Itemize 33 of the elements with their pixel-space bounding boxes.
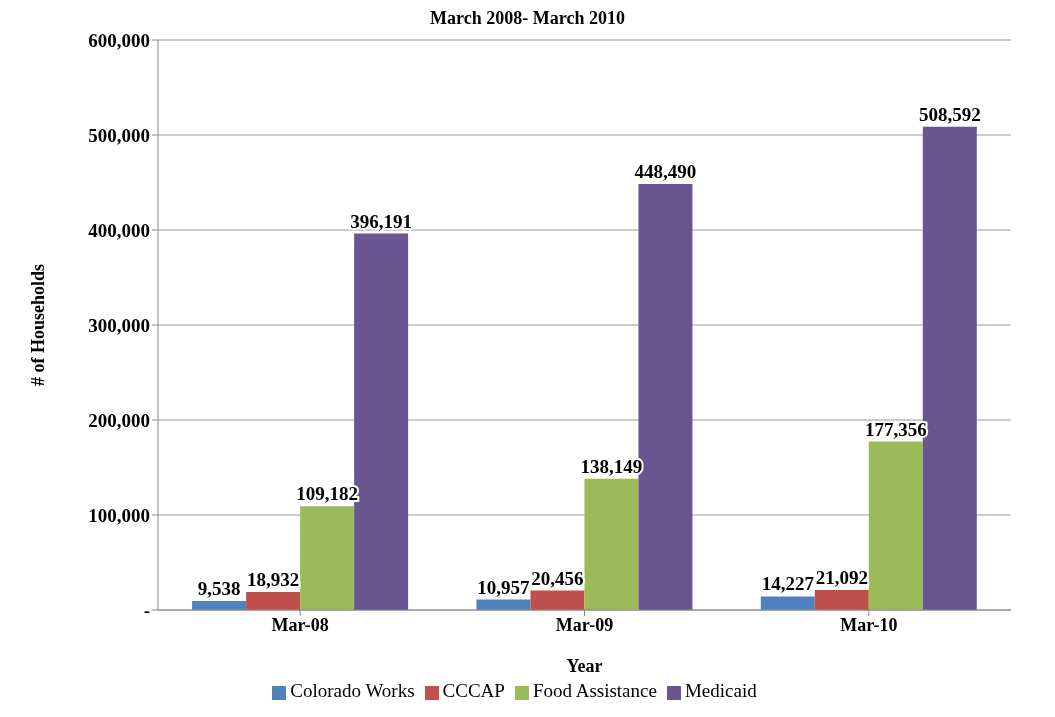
- x-tick-label: Mar-10: [840, 614, 898, 635]
- data-label: 20,456: [531, 567, 584, 589]
- data-label: 10,957: [477, 576, 531, 598]
- legend-label: Colorado Works: [290, 680, 415, 701]
- x-tick-label: Mar-09: [555, 614, 614, 635]
- y-tick-label: 200,000: [88, 409, 150, 431]
- data-label: 508,592: [918, 103, 981, 125]
- data-label: 21,092: [815, 566, 868, 588]
- y-tick-label: 500,000: [88, 124, 150, 146]
- bar: [300, 506, 355, 610]
- legend-label: CCCAP: [442, 680, 505, 701]
- legend-label: Medicaid: [684, 680, 757, 701]
- data-label: 14,227: [761, 573, 815, 595]
- bar: [760, 596, 815, 610]
- data-label: 18,932: [246, 569, 300, 591]
- bar: [584, 478, 639, 610]
- bar: [530, 590, 585, 610]
- y-tick-label: 300,000: [88, 314, 150, 336]
- legend-label: Food Assistance: [532, 680, 657, 701]
- y-tick-label: 600,000: [88, 29, 150, 51]
- bar: [814, 589, 869, 610]
- y-tick-label: 100,000: [88, 504, 150, 526]
- y-tick-label: 400,000: [88, 219, 150, 241]
- y-tick-label: -: [143, 599, 150, 621]
- data-label: 9,538: [197, 577, 241, 599]
- x-axis-title: Year: [566, 656, 603, 676]
- bar: [246, 592, 301, 610]
- data-label: 396,191: [350, 210, 412, 232]
- x-tick-label: Mar-08: [271, 614, 329, 635]
- data-label: 448,490: [634, 160, 697, 182]
- bar: [868, 441, 923, 610]
- chart-title: March 2008- March 2010: [430, 8, 625, 28]
- y-axis-title: # of Households: [28, 263, 49, 387]
